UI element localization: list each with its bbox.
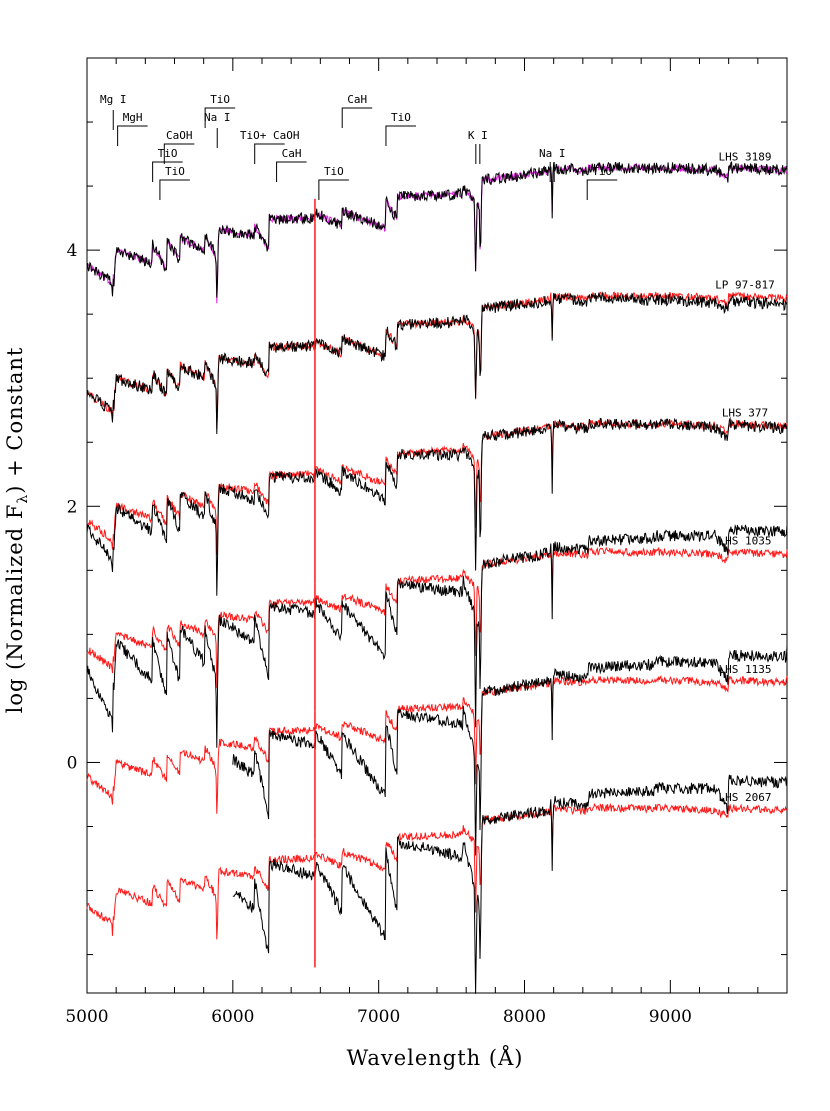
annotation-bracket [204, 107, 236, 128]
observed-spectrum [232, 774, 788, 994]
annotation-bracket [152, 161, 183, 182]
model-spectrum [86, 162, 788, 304]
annotation-label: Mg I [100, 93, 127, 106]
annotation-bracket [163, 143, 195, 164]
model-spectrum [86, 546, 788, 689]
annotation-label: TiO [210, 93, 230, 106]
annotation-label: TiO [592, 165, 612, 178]
observed-spectrum [232, 646, 788, 856]
observed-spectrum [86, 161, 788, 298]
annotation-label: TiO [165, 165, 185, 178]
annotation-bracket [117, 125, 148, 146]
x-axis-title: Wavelength (Å) [347, 1045, 524, 1070]
annotation-bracket [586, 179, 618, 200]
annotation-label: Na I [204, 111, 231, 124]
star-label: LHS 2067 [719, 791, 772, 804]
model-spectrum [86, 291, 788, 430]
y-tick-label: 0 [67, 753, 78, 773]
annotation-bracket [385, 125, 416, 146]
spectra-series [86, 161, 788, 994]
annotation-label: TiO [391, 111, 411, 124]
x-tick-label: 5000 [65, 1007, 108, 1027]
annotation-label: K I [468, 129, 488, 142]
annotation-label: CaOH [166, 129, 193, 142]
x-tick-label: 9000 [649, 1007, 692, 1027]
annotation-label: TiO [158, 147, 178, 160]
annotation-label: TiO+ CaOH [240, 129, 300, 142]
y-axis-title-suffix: ) + Constant [3, 347, 27, 494]
annotation-bracket [159, 179, 190, 200]
annotation-label: Na I [539, 147, 566, 160]
star-label: LHS 3189 [719, 150, 772, 163]
annotation-bracket [276, 161, 307, 182]
annotation-bracket [318, 179, 349, 200]
annotation-bracket [341, 107, 373, 128]
model-spectrum [86, 802, 788, 940]
x-tick-label: 6000 [211, 1007, 254, 1027]
x-tick-label: 7000 [357, 1007, 400, 1027]
annotation-label: MgH [123, 111, 143, 124]
star-label: LHS 377 [722, 407, 768, 420]
annotation-bracket [254, 143, 285, 164]
feature-annotations: Mg I MgH CaOH TiO TiO TiO Na I TiO+ CaOH CaH TiO C… [100, 93, 618, 200]
y-tick-label: 2 [67, 497, 78, 517]
y-axis-title-subscript: λ [15, 494, 31, 504]
y-axis-title-prefix: log (Normalized F [3, 504, 27, 714]
x-tick-label: 8000 [503, 1007, 546, 1027]
star-label: LHS 1135 [719, 663, 772, 676]
model-spectrum [86, 674, 788, 814]
star-label: LHS 1035 [719, 535, 772, 548]
axis-ticks: 5000 6000 7000 8000 9000 0 2 4 [65, 58, 788, 1027]
observed-spectrum [86, 291, 788, 435]
y-tick-label: 4 [67, 241, 78, 261]
observed-spectrum [86, 524, 788, 748]
observed-spectrum [86, 416, 788, 596]
star-labels: LHS 3189 LP 97-817 LHS 377 LHS 1035 LHS 1135… [715, 150, 775, 803]
star-label: LP 97-817 [715, 279, 775, 292]
annotation-label: TiO [324, 165, 344, 178]
y-axis-title: log (Normalized Fλ) + Constant [3, 347, 31, 714]
annotation-label: CaH [347, 93, 367, 106]
annotation-label: CaH [282, 147, 302, 160]
